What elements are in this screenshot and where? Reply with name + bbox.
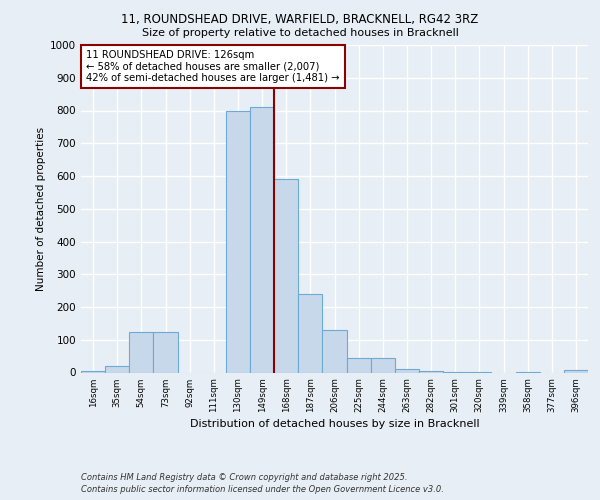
Bar bbox=[154, 332, 178, 372]
X-axis label: Distribution of detached houses by size in Bracknell: Distribution of detached houses by size … bbox=[190, 419, 479, 429]
Bar bbox=[419, 371, 443, 372]
Y-axis label: Number of detached properties: Number of detached properties bbox=[36, 126, 46, 291]
Bar bbox=[274, 180, 298, 372]
Bar bbox=[322, 330, 347, 372]
Bar bbox=[81, 371, 105, 372]
Bar bbox=[250, 107, 274, 372]
Bar bbox=[564, 370, 588, 372]
Text: Size of property relative to detached houses in Bracknell: Size of property relative to detached ho… bbox=[142, 28, 458, 38]
Bar bbox=[105, 366, 129, 372]
Bar bbox=[129, 332, 154, 372]
Text: Contains public sector information licensed under the Open Government Licence v3: Contains public sector information licen… bbox=[81, 485, 444, 494]
Text: Contains HM Land Registry data © Crown copyright and database right 2025.: Contains HM Land Registry data © Crown c… bbox=[81, 472, 407, 482]
Text: 11, ROUNDSHEAD DRIVE, WARFIELD, BRACKNELL, RG42 3RZ: 11, ROUNDSHEAD DRIVE, WARFIELD, BRACKNEL… bbox=[121, 12, 479, 26]
Text: 11 ROUNDSHEAD DRIVE: 126sqm
← 58% of detached houses are smaller (2,007)
42% of : 11 ROUNDSHEAD DRIVE: 126sqm ← 58% of det… bbox=[86, 50, 340, 83]
Bar bbox=[298, 294, 322, 372]
Bar bbox=[395, 369, 419, 372]
Bar bbox=[347, 358, 371, 372]
Bar bbox=[226, 110, 250, 372]
Bar bbox=[371, 358, 395, 372]
